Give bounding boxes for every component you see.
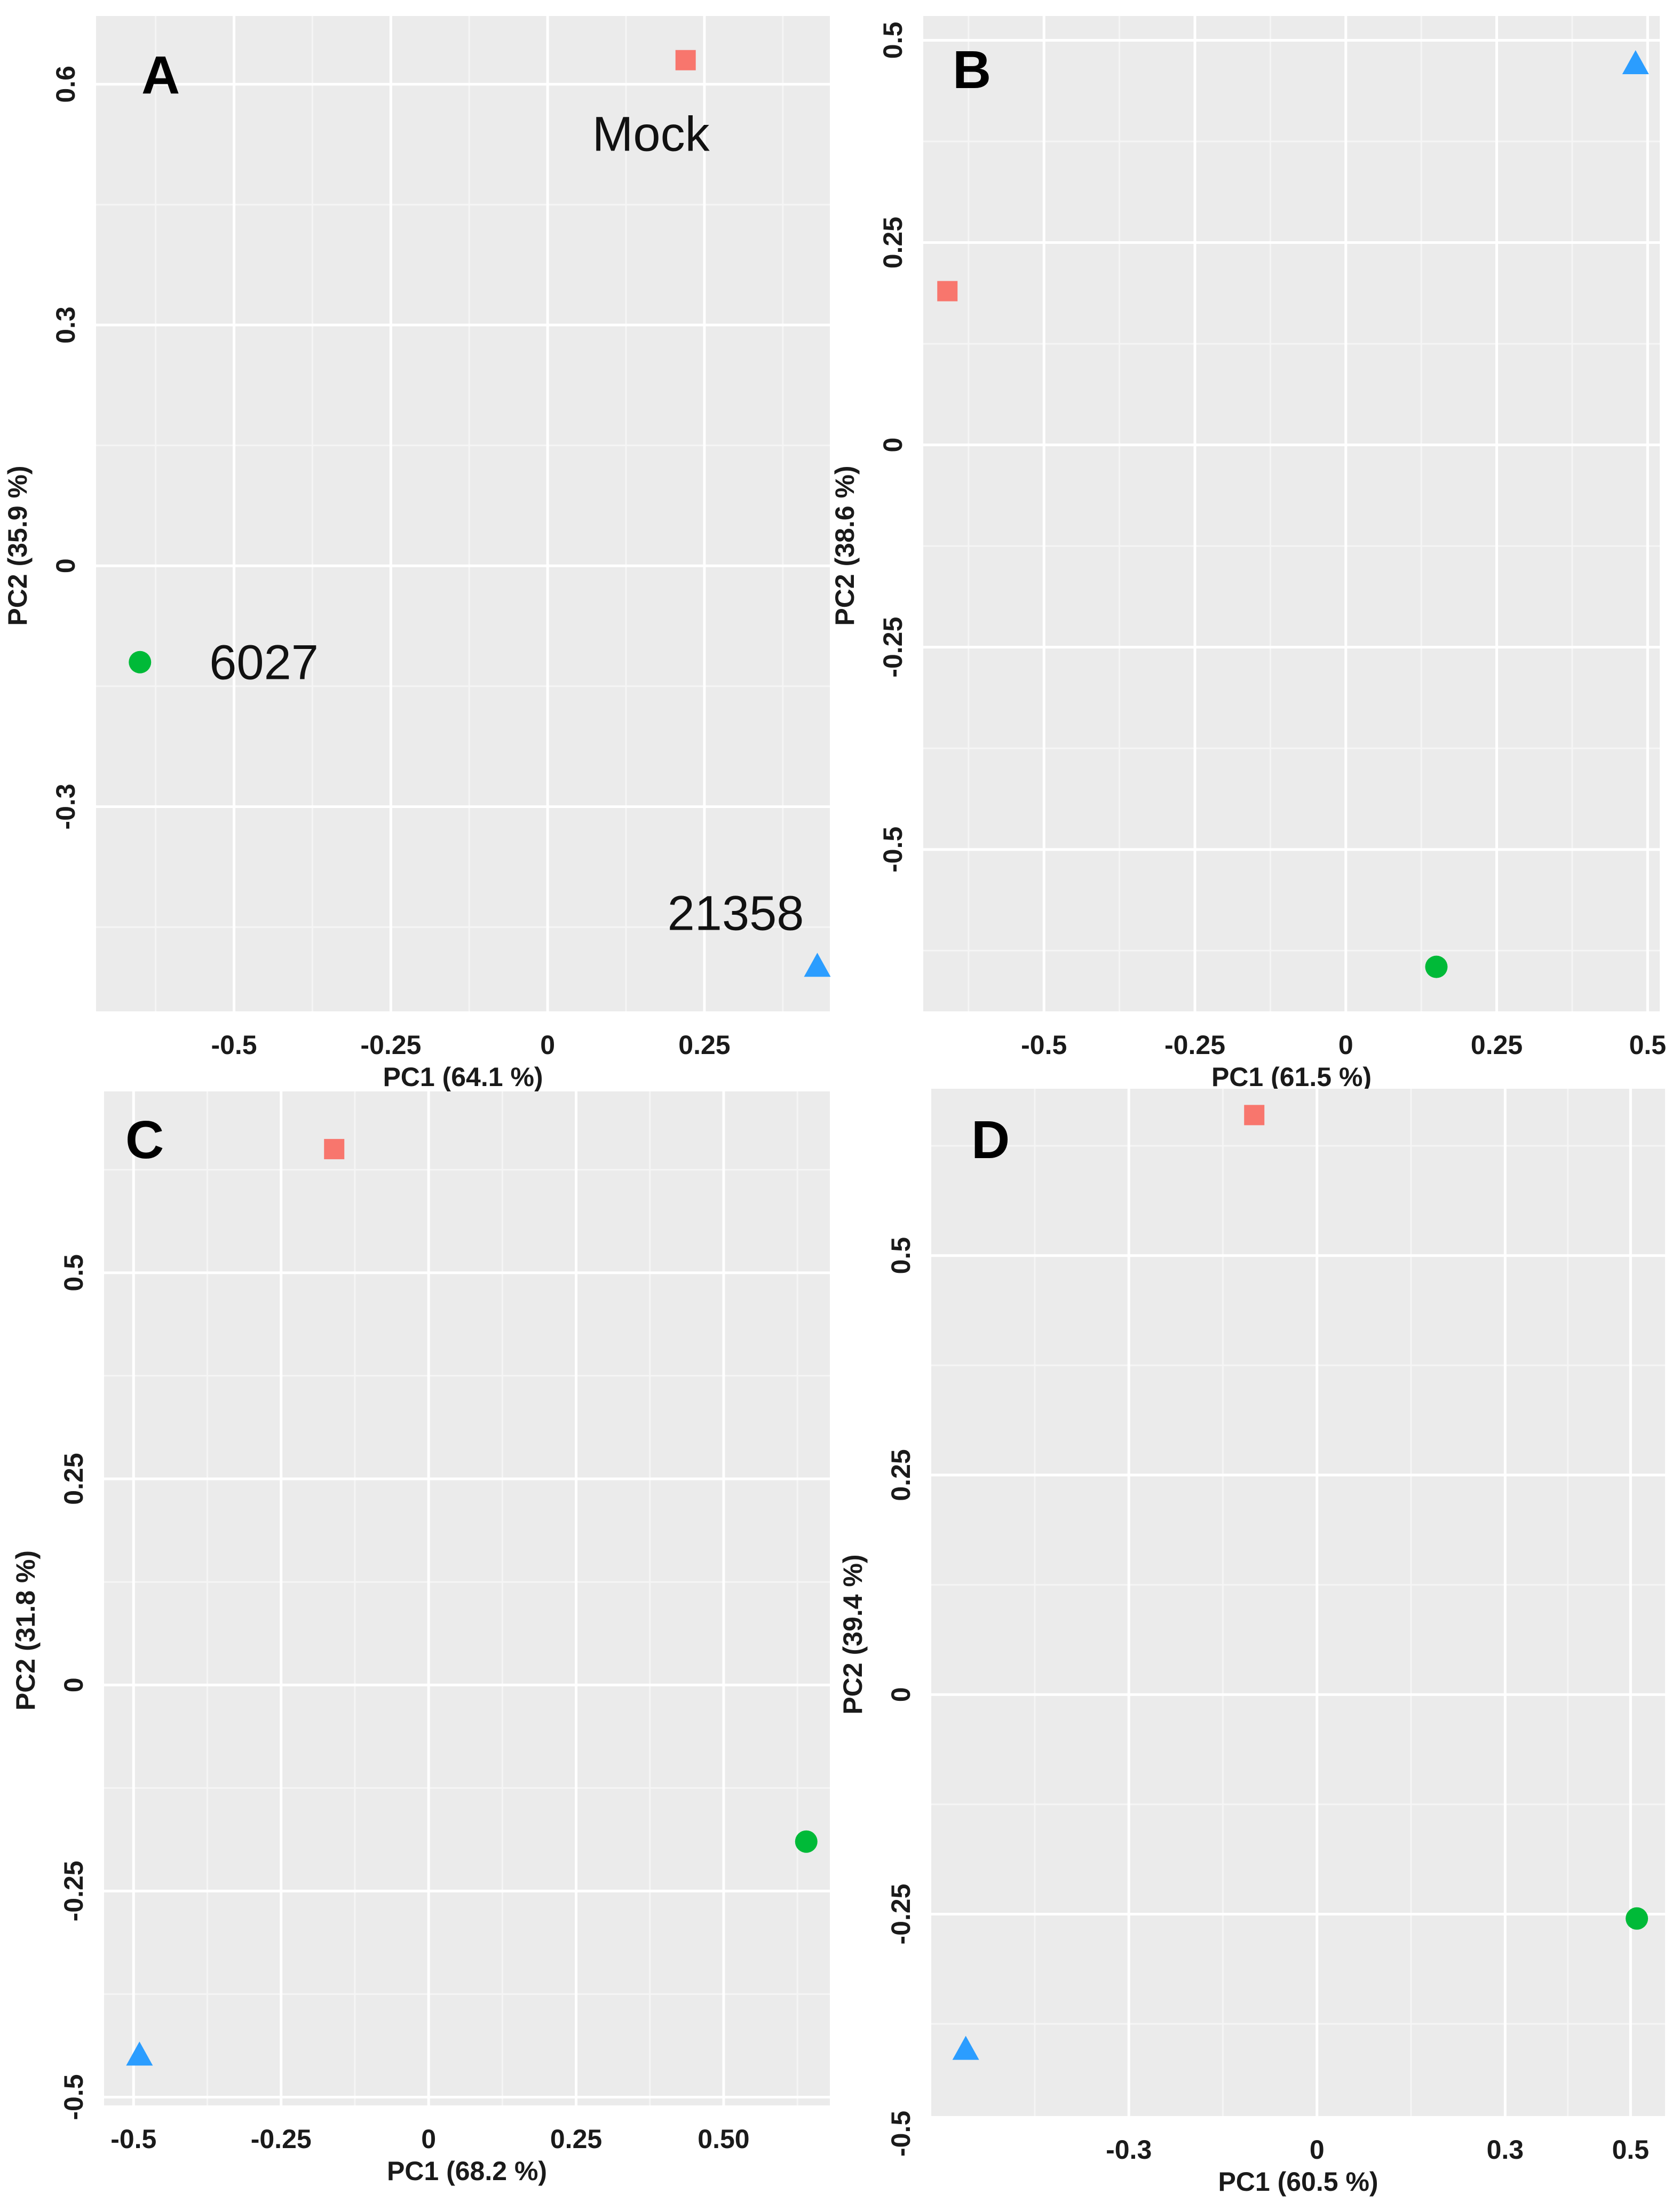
panel-b: -0.5 -0.25 0 0.25 0.5 -0.5 -0.25 0 0.25 0.5 PC1 (6… [830,16,1666,1092]
x-tick-label: 0.25 [678,1030,730,1060]
plot-background [931,1089,1665,2116]
x-tick-label: -0.25 [360,1030,421,1060]
y-axis-title: PC2 (35.9 %) [3,465,33,625]
panel-label: D [971,1110,1010,1170]
x-tick-label: -0.5 [1021,1030,1067,1060]
isolate-21358-point [126,2041,153,2066]
y-tick-label: -0.25 [886,1884,916,1945]
panel-label: B [953,40,991,100]
y-tick-label: 0.25 [59,1453,89,1504]
plot-background [923,16,1660,1011]
y-tick-label: 0.25 [878,217,908,268]
y-tick-label: -0.25 [878,617,908,678]
isolate-21358-point [1622,50,1649,74]
y-tick-label: 0.5 [886,1237,916,1274]
y-tick-label: 0.5 [59,1254,89,1292]
y-tick-label: 0 [886,1687,916,1702]
panel-d: -0.3 0 0.3 0.5 -0.5 -0.25 0 0.25 0.5 PC1 (60.5 %)… [838,1089,1665,2197]
x-axis-title: PC1 (61.5 %) [1211,1062,1372,1092]
panel-c: -0.5 -0.25 0 0.25 0.50 -0.5 -0.25 0 0.25 0.5 PC1 (… [11,1091,830,2186]
y-tick-label: 0.6 [51,66,81,103]
y-tick-label: -0.5 [59,2074,89,2120]
x-tick-label: -0.3 [1106,2135,1152,2165]
x-axis-title: PC1 (60.5 %) [1218,2167,1378,2197]
y-tick-label: 0 [878,438,908,453]
isolate-6027-point [1425,955,1448,978]
y-tick-label: 0.25 [886,1449,916,1501]
y-tick-label: 0.5 [878,22,908,59]
x-tick-label: 0.25 [550,2124,602,2154]
x-tick-label: 0 [421,2124,436,2154]
y-axis-title: PC2 (31.8 %) [11,1550,41,1710]
y-tick-label: 0 [51,558,81,573]
y-tick-label: -0.5 [886,2111,916,2157]
x-tick-label: 0.5 [1629,1030,1667,1060]
mock-point [675,50,696,70]
y-axis-title: PC2 (39.4 %) [838,1554,868,1714]
y-tick-label: -0.5 [878,827,908,873]
point-label: 6027 [209,636,319,690]
x-tick-label: 0 [1310,2135,1325,2165]
x-tick-label: 0.5 [1612,2135,1650,2165]
panel-label: C [125,1110,164,1170]
x-tick-label: -0.5 [110,2124,156,2154]
x-axis-title: PC1 (68.2 %) [387,2156,547,2186]
x-tick-label: -0.25 [1164,1030,1225,1060]
point-label: 21358 [668,886,804,940]
x-tick-label: 0.50 [698,2124,749,2154]
plot-background [96,16,830,1011]
isolate-6027-point [795,1830,818,1853]
x-tick-label: -0.5 [211,1030,257,1060]
y-axis-title: PC2 (38.6 %) [830,465,860,625]
point-label: Mock [592,107,710,162]
y-tick-label: -0.3 [51,783,81,829]
isolate-6027-point [129,651,152,674]
x-tick-label: 0 [1338,1030,1353,1060]
y-tick-label: -0.25 [59,1860,89,1921]
isolate-6027-point [1626,1907,1649,1930]
x-axis-title: PC1 (64.1 %) [383,1062,543,1092]
isolate-21358-point [804,953,831,977]
x-tick-label: -0.25 [251,2124,312,2154]
mock-point [324,1139,345,1160]
y-tick-label: 0 [59,1677,89,1692]
plot-background [104,1091,830,2105]
panel-a: -0.5 -0.25 0 0.25 -0.3 0 0.3 0.6 PC1 (64.1 %) PC2… [3,16,831,1092]
x-tick-label: 0 [540,1030,555,1060]
mock-point [937,281,958,302]
isolate-21358-point [952,2035,979,2060]
y-tick-label: 0.3 [51,306,81,344]
x-tick-label: 0.25 [1471,1030,1523,1060]
mock-point [1244,1105,1265,1126]
x-tick-label: 0.3 [1487,2135,1524,2165]
panel-label: A [141,45,180,105]
